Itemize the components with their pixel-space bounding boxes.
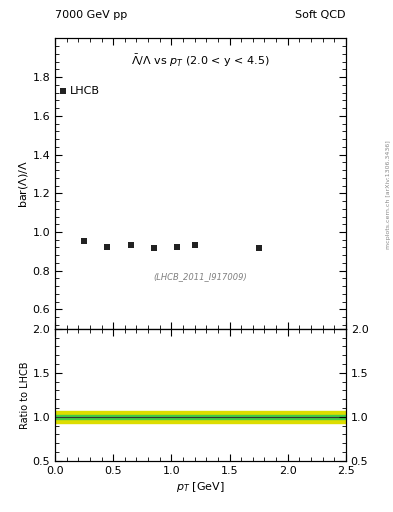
Text: mcplots.cern.ch [arXiv:1306.3436]: mcplots.cern.ch [arXiv:1306.3436] — [386, 140, 391, 249]
Text: 7000 GeV pp: 7000 GeV pp — [55, 10, 127, 20]
Y-axis label: bar($\Lambda$)/$\Lambda$: bar($\Lambda$)/$\Lambda$ — [17, 160, 29, 207]
X-axis label: $p_T$ [GeV]: $p_T$ [GeV] — [176, 480, 225, 494]
Y-axis label: Ratio to LHCB: Ratio to LHCB — [20, 361, 29, 429]
Text: LHCB: LHCB — [70, 86, 100, 96]
Text: Soft QCD: Soft QCD — [296, 10, 346, 20]
Text: (LHCB_2011_I917009): (LHCB_2011_I917009) — [154, 272, 247, 281]
Bar — [55, 415, 346, 419]
Bar — [55, 411, 346, 423]
Text: $\bar{\Lambda}/\Lambda$ vs $p_T$ (2.0 < y < 4.5): $\bar{\Lambda}/\Lambda$ vs $p_T$ (2.0 < … — [131, 53, 270, 69]
